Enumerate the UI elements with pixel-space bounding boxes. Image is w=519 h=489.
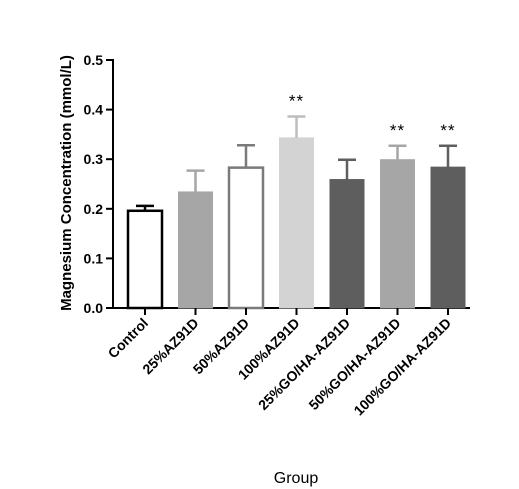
y-tick-label: 0.2	[84, 201, 104, 217]
y-tick-label: 0.1	[84, 250, 104, 266]
x-axis-title: Group	[274, 470, 319, 487]
significance-label: **	[440, 121, 455, 140]
bar	[178, 191, 213, 309]
y-tick-label: 0.0	[84, 300, 104, 316]
bar	[126, 209, 164, 310]
bar	[430, 166, 466, 309]
x-tick-label: 50%GO/HA-AZ91D	[305, 315, 403, 413]
significance-label: **	[390, 121, 405, 140]
significance-label: **	[289, 92, 304, 111]
y-axis-title: Magnesium Concentration (mmol/L)	[58, 55, 75, 311]
x-tick-label: 100%GO/HA-AZ91D	[350, 315, 454, 419]
x-tick-label: 25%GO/HA-AZ91D	[255, 315, 353, 413]
y-tick-label: 0.5	[84, 52, 104, 68]
bar	[329, 179, 365, 309]
y-tick-label: 0.3	[84, 151, 104, 167]
bar	[279, 137, 314, 309]
y-tick-label: 0.4	[84, 102, 104, 118]
x-tick-label: Control	[105, 315, 152, 362]
bar	[227, 166, 265, 310]
bar	[380, 159, 415, 309]
plot-area: 0.00.10.20.30.40.5Control25%AZ91D50%AZ91…	[84, 52, 470, 419]
